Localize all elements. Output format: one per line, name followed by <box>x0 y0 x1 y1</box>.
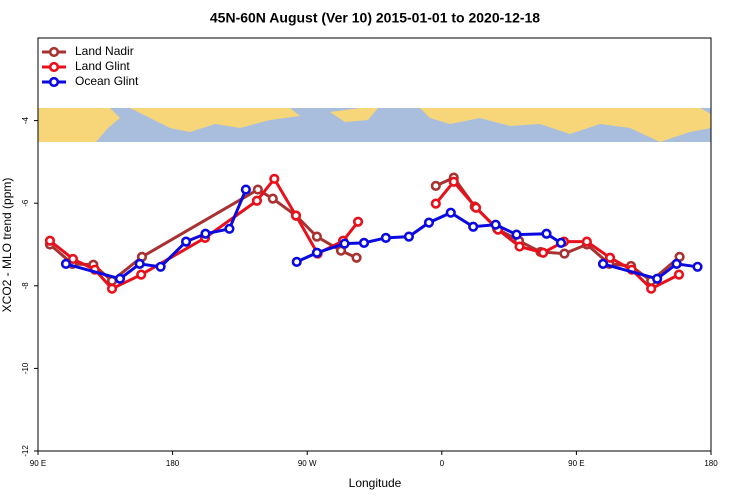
legend-marker <box>48 46 60 58</box>
data-point <box>555 237 567 248</box>
map-strip <box>38 108 711 142</box>
data-point <box>252 184 263 195</box>
data-point <box>470 202 482 213</box>
data-point <box>671 258 682 270</box>
data-point <box>267 193 278 204</box>
chart-title: 45N-60N August (Ver 10) 2015-01-01 to 20… <box>210 10 540 26</box>
data-point <box>240 184 251 195</box>
data-point <box>537 247 549 258</box>
data-point <box>468 221 479 232</box>
data-point <box>403 231 414 242</box>
data-point <box>430 198 441 209</box>
data-point <box>67 253 79 265</box>
data-point <box>136 269 147 280</box>
data-point <box>311 231 323 242</box>
data-point <box>597 258 609 270</box>
data-point <box>180 236 192 247</box>
data-point <box>291 256 302 267</box>
y-axis-label: XCO2 - MLO trend (ppm) <box>0 178 14 313</box>
data-point <box>604 252 616 263</box>
data-point <box>559 248 570 259</box>
data-point <box>155 261 166 272</box>
data-point <box>511 229 522 240</box>
data-point <box>251 195 263 206</box>
plot-frame <box>37 37 712 452</box>
data-point <box>541 228 552 239</box>
y-tick-label: -10 <box>21 362 30 374</box>
data-point <box>311 247 323 258</box>
y-tick-label: -8 <box>21 282 30 290</box>
data-point <box>514 241 525 252</box>
legend-label: Land Glint <box>75 59 130 73</box>
legend-label: Land Nadir <box>75 44 134 58</box>
x-tick-label: 90 E <box>30 459 46 468</box>
y-tick-label: -6 <box>21 199 30 207</box>
data-point <box>339 238 350 249</box>
x-tick-label: 0 <box>440 459 445 468</box>
y-tick-label: -4 <box>21 116 30 124</box>
legend-marker <box>48 61 60 73</box>
data-point <box>134 258 145 270</box>
plot-area <box>44 172 703 294</box>
data-point <box>490 219 501 230</box>
data-point <box>673 269 685 280</box>
x-tick-label: 180 <box>704 459 718 468</box>
data-point <box>44 235 56 246</box>
data-point <box>352 216 364 227</box>
series-line <box>602 262 698 281</box>
data-point <box>200 228 211 239</box>
legend-marker <box>48 76 60 88</box>
x-axis-label: Longitude <box>349 476 402 490</box>
x-tick-label: 90 E <box>568 459 584 468</box>
y-tick-label: -12 <box>21 445 30 457</box>
data-point <box>646 283 657 294</box>
data-point <box>269 173 280 184</box>
data-point <box>290 210 302 221</box>
x-tick-label: 180 <box>166 459 180 468</box>
data-point <box>224 223 235 234</box>
data-point <box>106 283 118 294</box>
data-point <box>114 273 126 284</box>
data-point <box>430 180 441 191</box>
data-point <box>692 261 703 272</box>
data-point <box>358 237 370 248</box>
legend-label: Ocean Glint <box>75 74 139 88</box>
x-tick-label: 90 W <box>298 459 317 468</box>
data-point <box>652 273 663 284</box>
data-point <box>380 232 391 243</box>
data-point <box>351 252 362 263</box>
data-point <box>423 217 435 228</box>
data-point <box>581 236 592 247</box>
data-point <box>445 207 456 218</box>
data-point <box>448 176 459 187</box>
data-point <box>60 258 72 270</box>
